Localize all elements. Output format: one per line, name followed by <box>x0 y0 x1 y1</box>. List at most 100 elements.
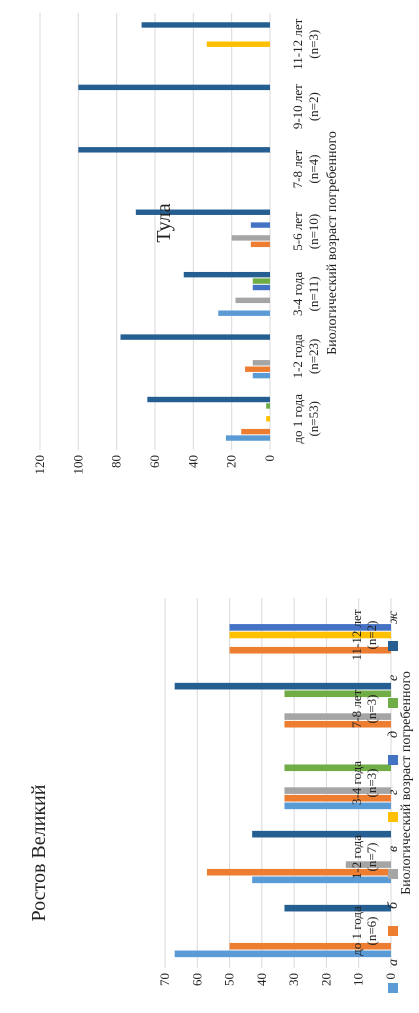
bar <box>252 372 270 379</box>
y-tick-label: 70 <box>157 973 172 986</box>
bar <box>120 334 270 340</box>
bar <box>78 84 271 91</box>
bar <box>78 147 271 153</box>
y-tick-label: 20 <box>318 973 333 986</box>
legend-swatch <box>388 641 398 651</box>
category-label: 3-4 года(n=11) <box>290 272 321 316</box>
bar <box>174 950 391 958</box>
y-tick-label: 50 <box>222 973 237 986</box>
category-label: 1-2 года(n=7) <box>349 835 379 879</box>
chart-tula-category-labels: до 1 года(n=53) 1-2 года(n=23) 3-4 года(n=… <box>290 18 321 443</box>
bar <box>252 360 270 366</box>
bar <box>229 624 391 631</box>
bar <box>266 403 270 409</box>
legend: а б в г д е ж <box>386 611 401 993</box>
bar <box>284 904 392 912</box>
bar <box>206 41 270 47</box>
bar <box>284 787 392 794</box>
category-label: 9-10 лет(n=2) <box>290 84 321 129</box>
y-tick-label: 20 <box>224 455 239 468</box>
legend-swatch <box>388 983 398 993</box>
bar <box>252 876 391 884</box>
category-label: 7-8 лет(n=3) <box>349 689 379 728</box>
legend-label: а <box>386 959 401 966</box>
chart-rostov-category-labels: до 1 года(n=6) 1-2 года(n=7) 3-4 года(n=3)… <box>349 609 379 956</box>
chart-tula-y-ticks: 0 20 40 60 80 100 120 <box>32 455 277 475</box>
chart-rostov: 0 10 20 30 40 50 60 70 до 1 года(n=6) 1-2 года(n… <box>28 598 414 993</box>
legend-label: е <box>386 675 401 681</box>
y-tick-label: 60 <box>147 455 162 468</box>
bar <box>231 235 271 241</box>
bar <box>183 271 270 278</box>
legend-label: б <box>386 901 401 909</box>
category-label: 3-4 года(n=3) <box>349 761 379 805</box>
category-label: 11-12 лет(n=2) <box>349 609 379 660</box>
y-tick-label: 0 <box>262 455 277 462</box>
legend-swatch <box>388 812 398 822</box>
bar <box>252 278 270 284</box>
chart-rostov-x-axis-label: Биологический возраст погребенного <box>399 671 414 895</box>
bar <box>345 861 391 868</box>
bar <box>147 396 270 403</box>
category-label: 7-8 лет(n=4) <box>290 150 321 189</box>
category-label: 1-2 года(n=23) <box>290 334 321 378</box>
y-tick-label: 60 <box>189 973 204 986</box>
legend-item: ж <box>386 611 401 651</box>
bar <box>235 297 270 304</box>
bar <box>229 646 391 654</box>
y-tick-label: 120 <box>32 455 47 475</box>
bar <box>218 310 270 316</box>
chart-tula-x-axis-label: Биологический возраст погребенного <box>325 131 340 355</box>
category-label: 11-12 лет(n=3) <box>290 18 321 69</box>
bar <box>284 690 392 698</box>
bar <box>135 209 270 215</box>
y-tick-label: 0 <box>383 973 398 980</box>
chart-rostov-y-ticks: 0 10 20 30 40 50 60 70 <box>157 973 398 986</box>
bar <box>229 631 391 639</box>
legend-item: е <box>386 675 401 708</box>
bar <box>252 830 391 838</box>
bar <box>241 428 270 435</box>
legend-swatch <box>388 926 398 936</box>
bar <box>284 720 392 728</box>
bar <box>245 366 270 372</box>
bar <box>284 713 392 720</box>
bar <box>229 942 391 950</box>
chart-tula-title: Тула <box>153 203 175 242</box>
y-tick-label: 100 <box>70 455 85 475</box>
legend-label: ж <box>386 611 401 624</box>
legend-item: д <box>386 731 401 765</box>
bar <box>225 435 271 441</box>
legend-swatch <box>388 755 398 765</box>
bar <box>284 764 392 772</box>
legend-label: в <box>386 846 401 852</box>
bar <box>266 416 270 422</box>
category-label: до 1 года(n=53) <box>290 394 321 444</box>
y-tick-label: 40 <box>185 455 200 468</box>
y-tick-label: 80 <box>109 455 124 468</box>
chart-tula: 0 20 40 60 80 100 120 до 1 года(n=53) 1-2 года(… <box>32 13 340 475</box>
legend-item: б <box>386 901 401 936</box>
chart-tula-bars <box>78 22 271 441</box>
bar <box>284 794 392 802</box>
y-tick-label: 40 <box>254 973 269 986</box>
bar <box>141 22 270 28</box>
y-tick-label: 30 <box>286 973 301 986</box>
legend-item: а <box>386 959 401 993</box>
bar <box>250 222 270 228</box>
bar <box>206 868 391 876</box>
y-tick-label: 10 <box>351 973 366 986</box>
rotated-chart-group: 0 10 20 30 40 50 60 70 до 1 года(n=6) 1-2 года(n… <box>28 13 414 993</box>
bar <box>174 682 391 690</box>
bar <box>252 284 270 291</box>
chart-rostov-bars <box>174 624 392 958</box>
category-label: до 1 года(n=6) <box>349 906 379 956</box>
chart-rostov-title: Ростов Великий <box>28 784 50 921</box>
category-label: 5-6 лет(n=10) <box>290 212 321 251</box>
bar <box>250 241 270 248</box>
legend-label: г <box>386 789 401 795</box>
legend-swatch <box>388 869 398 879</box>
legend-swatch <box>388 698 398 708</box>
legend-item: в <box>386 846 401 879</box>
